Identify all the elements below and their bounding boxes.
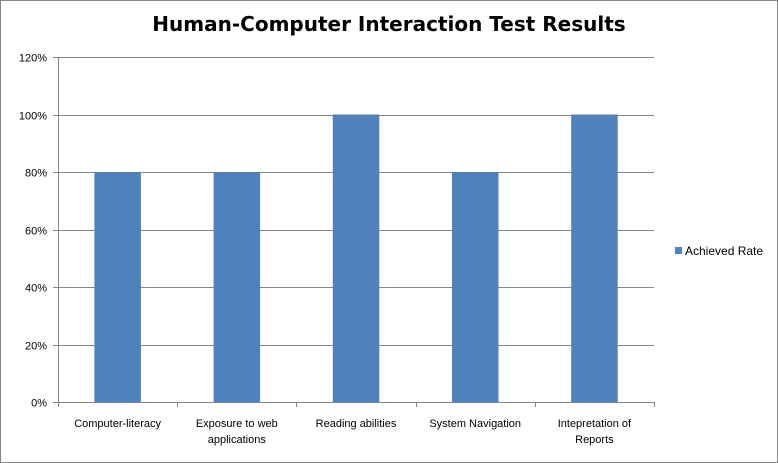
bar <box>213 172 261 402</box>
x-tick-label: Intepretation of <box>558 418 632 430</box>
y-tick-label: 20% <box>25 341 47 353</box>
bar <box>452 172 499 402</box>
x-tick-label: applications <box>208 434 267 446</box>
legend-swatch <box>675 247 682 254</box>
y-tick-label: 0% <box>31 398 47 410</box>
y-tick-label: 80% <box>25 168 47 180</box>
x-tick-label: Computer-literacy <box>74 418 161 430</box>
x-tick-label: Reading abilities <box>316 418 397 430</box>
bar <box>571 114 618 402</box>
chart-title: Human-Computer Interaction Test Results <box>152 12 626 36</box>
y-tick-label: 100% <box>19 111 47 123</box>
x-tick-label: Reports <box>575 434 614 446</box>
x-tick-label: System Navigation <box>429 418 521 430</box>
y-tick-label: 60% <box>25 226 47 238</box>
bar <box>94 172 141 402</box>
y-tick-label: 40% <box>25 283 47 295</box>
bar <box>332 114 380 402</box>
legend-label: Achieved Rate <box>685 244 763 258</box>
y-tick-label: 120% <box>19 53 47 65</box>
x-tick-label: Exposure to web <box>196 418 278 430</box>
